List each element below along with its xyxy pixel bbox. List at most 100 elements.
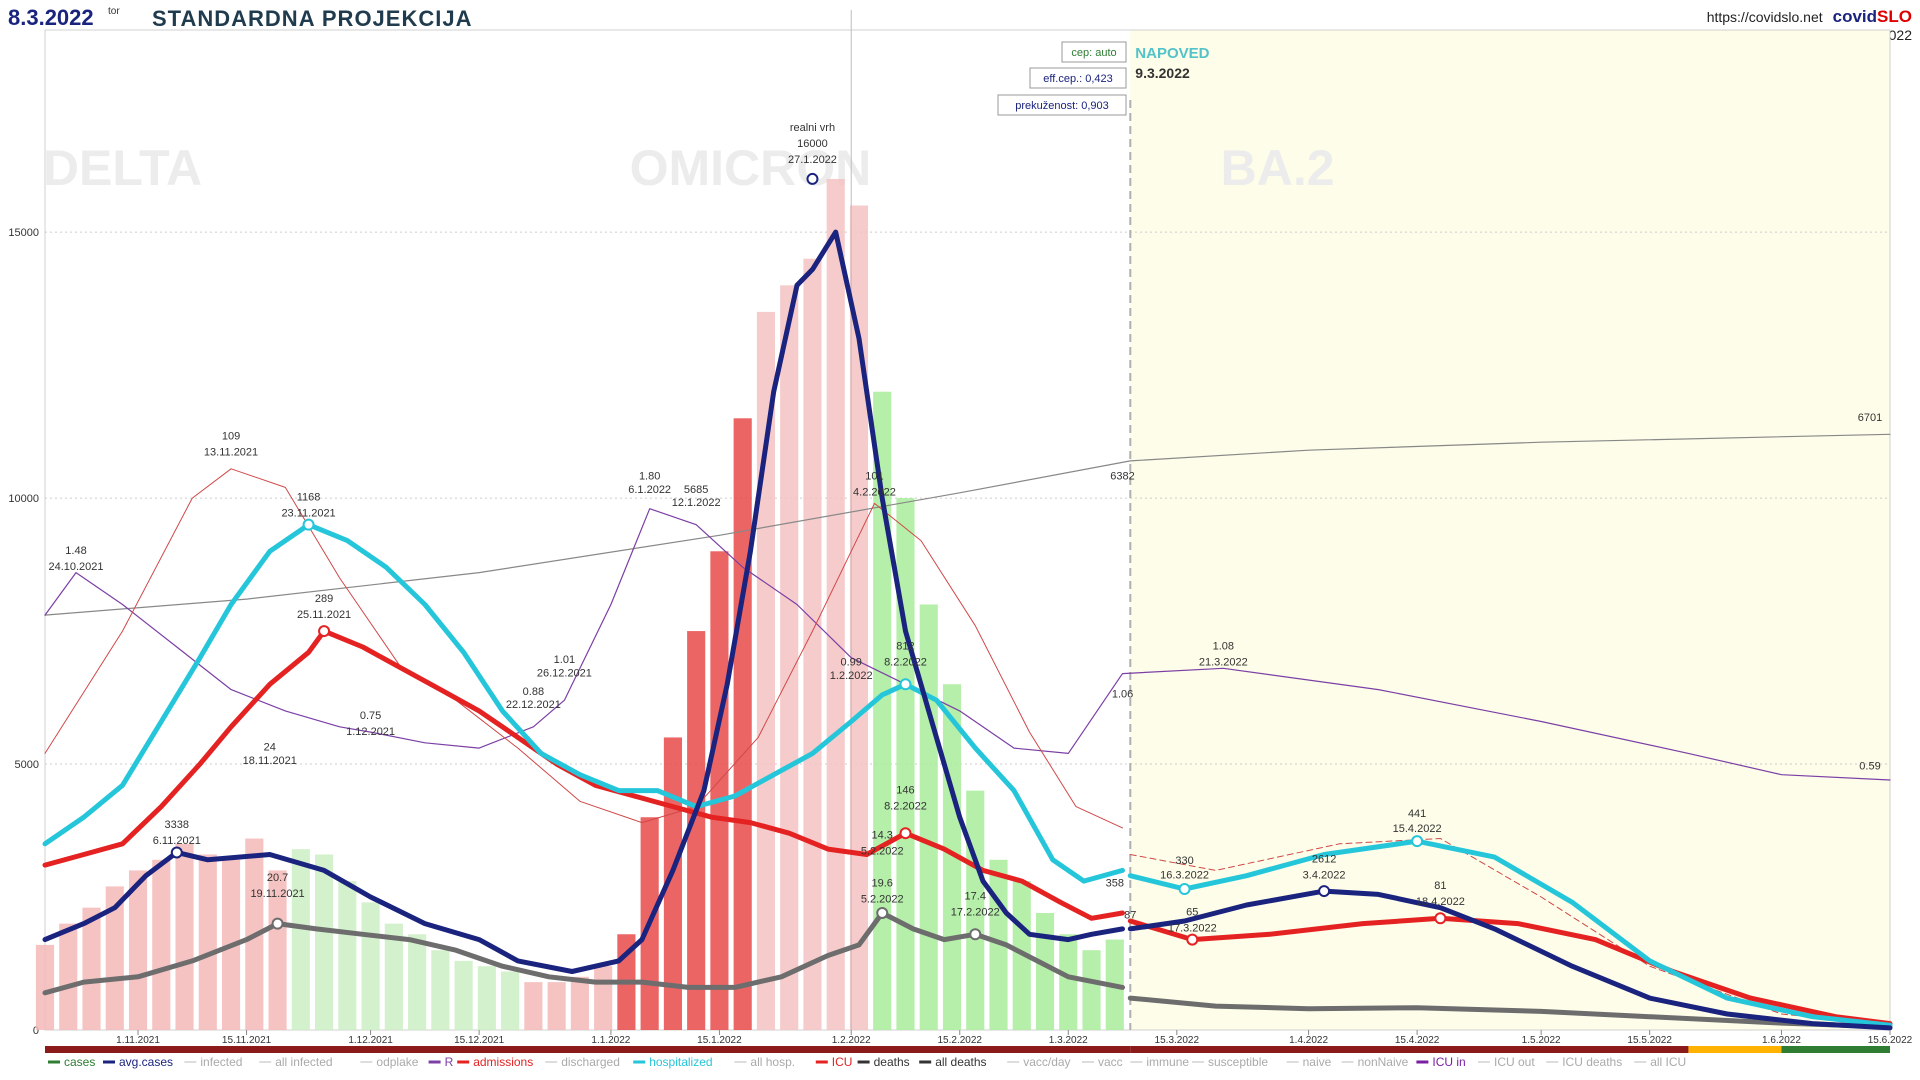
cases-bar <box>547 982 566 1030</box>
legend-item[interactable]: all hosp. <box>750 1055 795 1069</box>
annotation-label: 289 <box>315 593 333 605</box>
annotation-label: 1168 <box>297 492 321 504</box>
annotation-label: 812 <box>896 641 914 653</box>
legend-item[interactable]: all ICU <box>1650 1055 1686 1069</box>
site-url[interactable]: https://covidslo.net <box>1706 9 1823 25</box>
annotation-label: 146 <box>896 784 914 796</box>
legend-item[interactable]: cases <box>64 1055 95 1069</box>
series-vacc <box>44 433 1891 616</box>
x-tick-label: 15.3.2022 <box>1155 1035 1200 1046</box>
annotation-label: 2612 <box>1312 853 1336 865</box>
cases-bar <box>315 854 334 1030</box>
annotation-label: 1.08 <box>1213 641 1234 653</box>
legend-item[interactable]: R <box>445 1055 454 1069</box>
legend-item[interactable]: deaths <box>874 1055 910 1069</box>
annotation-label: 65 <box>1186 907 1198 919</box>
annotation-label: 4.2.2022 <box>853 486 896 498</box>
legend-item[interactable]: all infected <box>275 1055 332 1069</box>
legend-item[interactable]: immune <box>1146 1055 1189 1069</box>
cases-bar <box>454 960 473 1030</box>
annotation-label: 6.1.2022 <box>628 484 671 496</box>
legend-item[interactable]: susceptible <box>1208 1055 1268 1069</box>
legend-item[interactable]: discharged <box>561 1055 620 1069</box>
variant-watermark: DELTA <box>43 140 202 196</box>
peak-marker <box>271 917 284 930</box>
x-tick-label: 15.6.2022 <box>1868 1035 1913 1046</box>
annotation-label: realni vrh <box>790 122 835 134</box>
peak-marker <box>899 678 912 691</box>
control-label[interactable]: eff.cep.: 0,423 <box>1043 73 1113 85</box>
cases-bar <box>291 849 310 1030</box>
annotation-label: 21.3.2022 <box>1199 657 1248 669</box>
cases-bar <box>198 854 217 1030</box>
legend-item[interactable]: hospitalized <box>649 1055 712 1069</box>
series-icu <box>44 468 1123 829</box>
x-tick-label: 1.6.2022 <box>1762 1035 1801 1046</box>
annotation-label: 17.2.2022 <box>951 907 1000 919</box>
legend-item[interactable]: vacc <box>1098 1055 1123 1069</box>
series-icu-forecast <box>1129 838 1891 1026</box>
cases-bar <box>1059 934 1078 1030</box>
x-tick-label: 1.5.2022 <box>1522 1035 1561 1046</box>
cases-bar <box>756 311 776 1030</box>
cases-bar <box>803 258 822 1031</box>
legend-item[interactable]: admissions <box>473 1055 533 1069</box>
annotation-label: 3338 <box>165 819 189 831</box>
annotation-label: 6701 <box>1858 412 1882 424</box>
legend-item[interactable]: ICU <box>832 1055 853 1069</box>
peak-marker <box>170 846 183 859</box>
timeline-strip <box>1688 1046 1782 1053</box>
legend-item[interactable]: odplake <box>376 1055 418 1069</box>
peak-marker <box>899 827 912 840</box>
control-label[interactable]: prekuženost: 0,903 <box>1015 100 1109 112</box>
annotation-label: 24 <box>264 742 276 754</box>
control-box <box>1061 41 1127 63</box>
legend-item[interactable]: avg.cases <box>119 1055 173 1069</box>
legend-item[interactable]: infected <box>200 1055 242 1069</box>
annotation-label: 0.75 <box>360 710 381 722</box>
annotation-label: 0.59 <box>1859 760 1880 772</box>
annotation-label: 12.1.2022 <box>672 497 721 509</box>
x-tick-label: 15.2.2022 <box>937 1035 982 1046</box>
cases-bar <box>501 971 520 1030</box>
legend-item[interactable]: all deaths <box>935 1055 986 1069</box>
x-tick-label: 1.12.2021 <box>348 1035 393 1046</box>
legend-item[interactable]: ICU out <box>1494 1055 1535 1069</box>
x-tick-label: 1.4.2022 <box>1289 1035 1328 1046</box>
x-tick-label: 15.12.2021 <box>454 1035 504 1046</box>
y-tick-label: 5000 <box>15 759 39 771</box>
legend-item[interactable]: nonNaive <box>1358 1055 1409 1069</box>
cases-bar <box>849 205 869 1030</box>
cases-bar <box>896 498 915 1031</box>
peak-marker <box>1186 933 1199 946</box>
peak-marker <box>1434 912 1447 925</box>
cases-bar <box>477 966 496 1030</box>
series-deaths-forecast <box>1127 995 1893 1030</box>
annotation-label: 81 <box>1434 880 1446 892</box>
legend-item[interactable]: naive <box>1303 1055 1332 1069</box>
cases-bar <box>687 631 706 1030</box>
annotation-label: 15.4.2022 <box>1393 823 1442 835</box>
forecast-label: NAPOVED <box>1135 45 1209 62</box>
annotation-label: 1.06 <box>1112 689 1133 701</box>
annotation-label: 1.01 <box>554 654 575 666</box>
annotation-label: 17.3.2022 <box>1168 923 1217 935</box>
cases-bar <box>175 843 194 1030</box>
annotation-label: 20.7 <box>267 872 288 884</box>
cases-bar <box>710 551 729 1030</box>
control-label[interactable]: cep: auto <box>1071 47 1116 59</box>
brand-logo[interactable]: covidSLO <box>1832 7 1912 26</box>
cases-bar <box>594 966 613 1030</box>
cases-bar <box>268 870 287 1030</box>
annotation-label: 1.48 <box>65 545 86 557</box>
legend-item[interactable]: vacc/day <box>1023 1055 1070 1069</box>
cases-bar <box>431 950 450 1030</box>
legend-item[interactable]: ICU in <box>1432 1055 1465 1069</box>
annotation-label: 13.11.2021 <box>204 447 258 459</box>
peak-marker <box>1318 885 1331 898</box>
annotation-label: 3.4.2022 <box>1303 869 1346 881</box>
cases-bar <box>1035 912 1055 1030</box>
legend-item[interactable]: ICU deaths <box>1562 1055 1622 1069</box>
x-tick-label: 1.2.2022 <box>832 1035 871 1046</box>
